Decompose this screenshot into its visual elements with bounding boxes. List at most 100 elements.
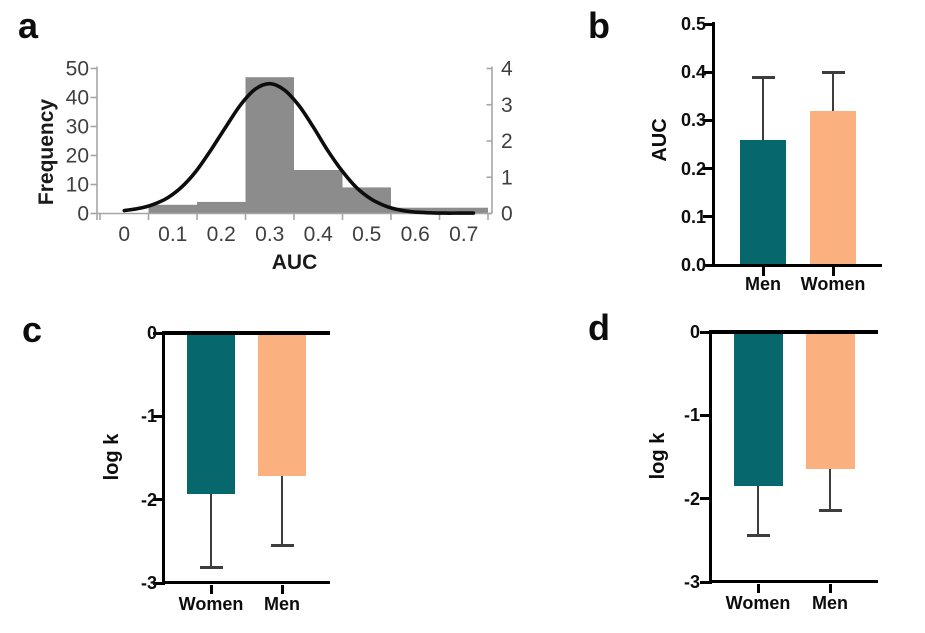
x-tick-label: 0.5	[352, 223, 381, 246]
x-axis-tick	[761, 266, 765, 276]
left-y-tick-label: 10	[66, 174, 89, 197]
category-label: Men	[745, 274, 781, 294]
panel-c: c 0 -1 -2 -3 Women Men log k	[0, 300, 540, 633]
panel-b-letter: b	[588, 5, 610, 46]
histogram-bar-0.4	[294, 170, 343, 214]
right-y-tick-label: 3	[501, 94, 513, 117]
y-axis-title: log k	[647, 432, 669, 480]
y-tick-label: 0.0	[680, 255, 706, 275]
zero-line	[161, 331, 330, 335]
x-axis-line	[711, 263, 882, 267]
x-axis-line	[161, 581, 330, 585]
auc-bar-chart: 0.0 0.1 0.2 0.3 0.4 0.5 Men Women AUC	[580, 0, 925, 300]
histogram-bar-0.3	[245, 77, 294, 214]
y-tick-label: 0.3	[680, 110, 706, 131]
category-label: Women	[725, 593, 791, 613]
category-label: Men	[812, 593, 848, 613]
y-axis-tick	[702, 215, 712, 219]
y-axis-tick	[152, 581, 162, 585]
y-axis-title: log k	[101, 433, 123, 481]
left-y-tick-label: 40	[66, 87, 89, 110]
category-label: Women	[800, 274, 866, 294]
zero-line	[708, 330, 878, 334]
left-y-tick-label: 20	[66, 145, 89, 168]
y-axis-line	[711, 22, 715, 267]
bar-men	[805, 332, 855, 469]
error-bar-cap	[199, 565, 223, 569]
y-tick-label: 0.4	[680, 62, 706, 83]
error-bar-line	[757, 486, 759, 536]
bar-women	[810, 110, 856, 265]
bar-women	[733, 332, 783, 487]
right-y-tick-label: 1	[501, 166, 513, 189]
right-y-tick-label: 2	[501, 130, 513, 153]
left-y-tick-label: 50	[66, 58, 89, 81]
x-axis-tick	[209, 584, 213, 594]
histogram-bar-0.1	[148, 204, 197, 214]
category-label: Women	[178, 594, 244, 614]
error-bar-cap	[751, 75, 775, 79]
bar-men	[258, 333, 306, 477]
y-tick-label: 0	[689, 322, 700, 342]
right-y-tick-label: 4	[501, 58, 513, 81]
error-bar-cap	[821, 70, 845, 74]
x-axis-line	[708, 580, 878, 584]
y-axis-tick	[702, 118, 712, 122]
y-tick-label: 0.5	[680, 14, 706, 34]
x-axis-tick	[828, 583, 832, 593]
error-bar-line	[210, 493, 212, 568]
y-axis-tick	[702, 263, 712, 267]
histogram-bar-0.5	[342, 187, 391, 214]
x-tick-label: 0.7	[449, 223, 478, 246]
x-axis-tick	[756, 583, 760, 593]
x-tick-label: 0.3	[255, 223, 284, 246]
x-axis-tick	[831, 266, 835, 276]
y-tick-label: -3	[683, 572, 700, 592]
y-axis-tick	[702, 167, 712, 171]
y-axis-title: AUC	[649, 118, 671, 162]
error-bar-line	[829, 468, 831, 511]
x-axis-tick	[280, 584, 284, 594]
x-tick-label: 0.1	[158, 223, 187, 246]
error-bar-cap	[746, 533, 770, 537]
x-tick-label: 0	[118, 223, 130, 246]
y-axis-tick	[152, 414, 162, 418]
y-axis-tick	[152, 331, 162, 335]
y-axis-tick	[702, 22, 712, 26]
y-tick-label: 0.2	[680, 158, 706, 179]
bar-women	[187, 333, 235, 494]
panel-c-letter: c	[22, 309, 43, 350]
y-axis-tick	[699, 580, 709, 584]
y-tick-label: -1	[140, 406, 157, 427]
density-curve	[122, 81, 476, 215]
y-axis-title: Frequency	[35, 99, 58, 206]
y-tick-label: -3	[140, 573, 157, 593]
panel-d-letter: d	[588, 307, 610, 348]
error-bar-line	[281, 476, 283, 546]
x-tick-label: 0.4	[304, 223, 334, 246]
y-tick-label: -2	[683, 488, 700, 509]
error-bar-line	[762, 77, 764, 140]
x-tick-label: 0.2	[207, 223, 236, 246]
x-axis-title: AUC	[272, 251, 318, 274]
histogram-bar-0.2	[197, 201, 246, 214]
y-axis-tick	[699, 497, 709, 501]
y-tick-label: 0	[146, 323, 157, 343]
histogram-density-chart: 0 10 20 30 40 50 0 1 2 3 4 0 0.1 0.2 0.3 0.4 0.5 0.6 0.7 Fr…	[0, 0, 540, 300]
x-tick-label: 0.6	[401, 223, 430, 246]
panel-a-letter: a	[18, 5, 39, 46]
y-axis-tick	[699, 413, 709, 417]
y-axis-tick	[152, 498, 162, 502]
y-axis-line	[161, 331, 165, 585]
logk-bar-chart-d: 0 -1 -2 -3 Women Men log k	[580, 300, 925, 633]
left-y-tick-label: 0	[77, 203, 89, 226]
y-tick-label: -1	[683, 405, 700, 426]
right-y-tick-label: 0	[501, 203, 513, 226]
panel-b: b 0.0 0.1 0.2 0.3 0.4 0.5 Men Women AUC	[580, 0, 925, 300]
y-tick-label: 0.1	[680, 206, 706, 227]
panel-a: a 0 10 20 30 40 50 0 1 2 3 4 0 0.1 0.2 0.3 0.4 0.5 0.6 0.7…	[0, 0, 540, 300]
y-axis-tick	[699, 330, 709, 334]
panel-d: d 0 -1 -2 -3 Women Men log k	[580, 300, 925, 633]
